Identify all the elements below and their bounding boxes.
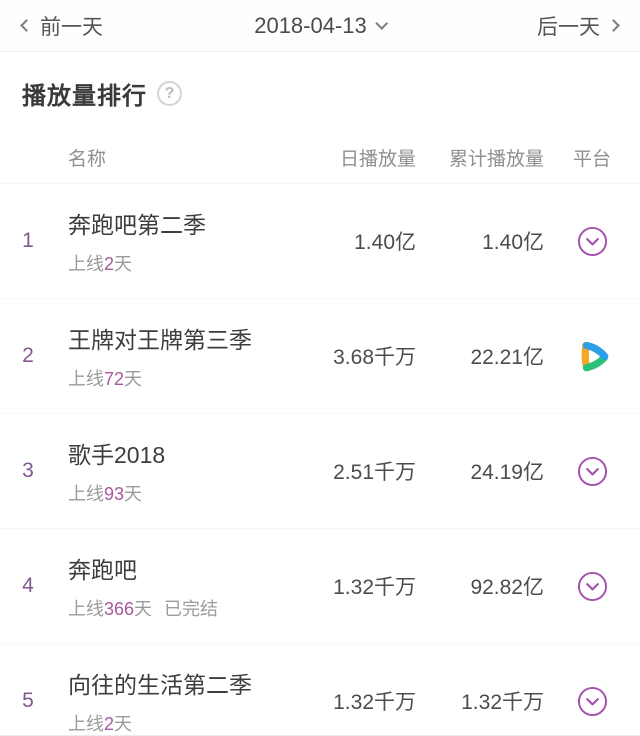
header-daily-playcount: 日播放量 <box>339 148 416 170</box>
total-playcount: 1.40亿 <box>482 231 544 254</box>
online-prefix: 上线 <box>68 714 104 734</box>
header-name: 名称 <box>68 148 107 170</box>
platform-cell <box>544 571 640 602</box>
show-subtitle: 上线72天 <box>68 365 296 391</box>
daily-playcount: 1.32千万 <box>333 576 416 599</box>
show-info: 奔跑吧 上线366天 已完结 <box>56 551 296 621</box>
daily-playcount: 1.32千万 <box>333 691 416 714</box>
show-title: 奔跑吧 <box>68 557 137 583</box>
help-icon[interactable]: ? <box>157 81 182 106</box>
chevron-down-circle-icon[interactable] <box>577 456 608 487</box>
show-title: 向往的生活第二季 <box>68 672 252 698</box>
online-prefix: 上线 <box>68 254 104 274</box>
online-prefix: 上线 <box>68 369 104 389</box>
total-playcount: 22.21亿 <box>470 346 544 369</box>
table-row[interactable]: 4 奔跑吧 上线366天 已完结 1.32千万 92.82亿 <box>0 528 640 643</box>
show-title: 王牌对王牌第三季 <box>68 327 252 353</box>
rank-number: 4 <box>22 574 34 597</box>
chevron-down-circle-icon[interactable] <box>577 226 608 257</box>
platform-cell <box>544 456 640 487</box>
total-playcount: 24.19亿 <box>470 461 544 484</box>
show-subtitle: 上线2天 <box>68 710 296 736</box>
show-info: 奔跑吧第二季 上线2天 <box>56 206 296 276</box>
platform-cell <box>544 686 640 717</box>
table-header-row: 名称 日播放量 累计播放量 平台 <box>0 131 640 183</box>
online-days: 72 <box>104 369 125 389</box>
tencent-video-icon[interactable] <box>572 336 612 376</box>
rank-number: 1 <box>22 229 34 252</box>
chevron-down-circle-icon[interactable] <box>577 571 608 602</box>
show-info: 向往的生活第二季 上线2天 <box>56 666 296 736</box>
total-playcount: 92.82亿 <box>470 576 544 599</box>
chevron-left-icon <box>20 19 33 32</box>
online-prefix: 上线 <box>68 599 104 619</box>
previous-day-button[interactable]: 前一天 <box>20 11 103 41</box>
online-days: 2 <box>104 254 115 274</box>
show-title: 歌手2018 <box>68 442 166 468</box>
rank-number: 5 <box>22 689 34 712</box>
chevron-right-icon <box>607 19 620 32</box>
show-subtitle: 上线2天 <box>68 250 296 276</box>
section-header: 播放量排行 ? <box>0 52 640 117</box>
chevron-down-icon <box>374 16 388 30</box>
show-subtitle: 上线93天 <box>68 480 296 506</box>
platform-cell <box>544 336 640 376</box>
total-playcount: 1.32千万 <box>461 691 544 714</box>
show-info: 歌手2018 上线93天 <box>56 436 296 506</box>
online-days: 93 <box>104 484 125 504</box>
table-row[interactable]: 5 向往的生活第二季 上线2天 1.32千万 1.32千万 <box>0 643 640 736</box>
daily-playcount: 2.51千万 <box>333 461 416 484</box>
chevron-down-circle-icon[interactable] <box>577 686 608 717</box>
status-text: 已完结 <box>164 599 219 619</box>
next-day-button[interactable]: 后一天 <box>537 11 620 41</box>
section-title: 播放量排行 <box>22 83 147 110</box>
online-suffix: 天 <box>114 254 133 274</box>
online-suffix: 天 <box>114 714 133 734</box>
daily-playcount: 3.68千万 <box>333 346 416 369</box>
date-value: 2018-04-13 <box>254 12 367 38</box>
rank-number: 3 <box>22 459 34 482</box>
platform-cell <box>544 226 640 257</box>
table-row[interactable]: 2 王牌对王牌第三季 上线72天 3.68千万 22.21亿 <box>0 298 640 413</box>
date-selector[interactable]: 2018-04-13 <box>254 12 388 39</box>
daily-playcount: 1.40亿 <box>354 231 416 254</box>
date-nav-bar: 前一天 2018-04-13 后一天 <box>0 0 640 52</box>
rank-number: 2 <box>22 344 34 367</box>
online-suffix: 天 <box>124 369 143 389</box>
show-title: 奔跑吧第二季 <box>68 212 206 238</box>
online-days: 2 <box>104 714 115 734</box>
next-day-label: 后一天 <box>537 15 600 39</box>
header-total-playcount: 累计播放量 <box>448 148 544 170</box>
online-suffix: 天 <box>124 484 143 504</box>
previous-day-label: 前一天 <box>40 15 103 39</box>
show-subtitle: 上线366天 已完结 <box>68 595 296 621</box>
online-suffix: 天 <box>134 599 153 619</box>
header-platform: 平台 <box>572 148 611 170</box>
table-row[interactable]: 1 奔跑吧第二季 上线2天 1.40亿 1.40亿 <box>0 183 640 298</box>
show-info: 王牌对王牌第三季 上线72天 <box>56 321 296 391</box>
online-days: 366 <box>104 599 135 619</box>
table-row[interactable]: 3 歌手2018 上线93天 2.51千万 24.19亿 <box>0 413 640 528</box>
online-prefix: 上线 <box>68 484 104 504</box>
